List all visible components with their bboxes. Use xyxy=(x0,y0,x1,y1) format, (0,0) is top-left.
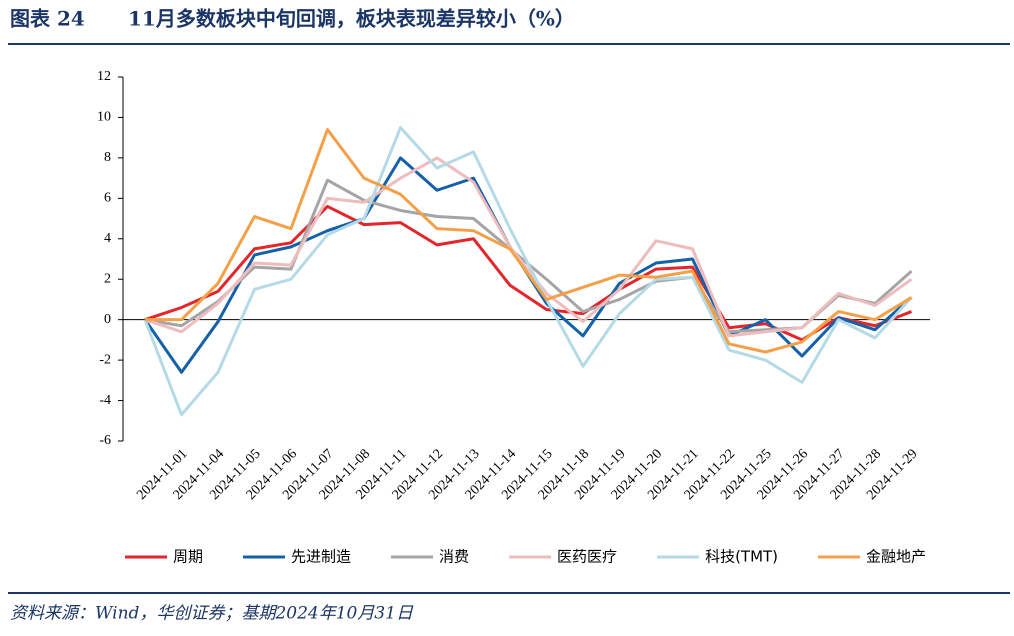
source-note: 资料来源：Wind，华创证券；基期2024年10月31日 xyxy=(10,604,414,624)
y-tick-label: 10 xyxy=(97,110,111,125)
series-line xyxy=(144,204,913,342)
series-line xyxy=(144,178,913,334)
legend-label: 医药医疗 xyxy=(557,548,617,566)
series-line xyxy=(144,156,913,338)
figure-label: 图表 24 xyxy=(10,7,85,31)
chart-title: 11月多数板块中旬回调，板块表现差异较小（%） xyxy=(128,7,575,31)
y-tick-label: 4 xyxy=(104,231,111,246)
y-tick-label: 6 xyxy=(104,191,111,206)
y-tick-label: 12 xyxy=(97,69,111,84)
y-tick-label: 0 xyxy=(104,312,111,327)
legend-label: 科技(TMT) xyxy=(705,548,778,566)
series-line xyxy=(145,128,913,354)
legend-label: 先进制造 xyxy=(291,548,351,566)
y-tick-label: -6 xyxy=(99,433,111,448)
y-tick-label: 8 xyxy=(104,150,111,165)
y-tick-label: -4 xyxy=(99,393,111,408)
series-line xyxy=(143,126,913,417)
legend-label: 金融地产 xyxy=(866,548,926,566)
legend-label: 消费 xyxy=(439,548,469,566)
y-tick-label: -2 xyxy=(99,352,111,367)
y-tick-label: 2 xyxy=(104,271,111,286)
legend-label: 周期 xyxy=(173,548,203,566)
